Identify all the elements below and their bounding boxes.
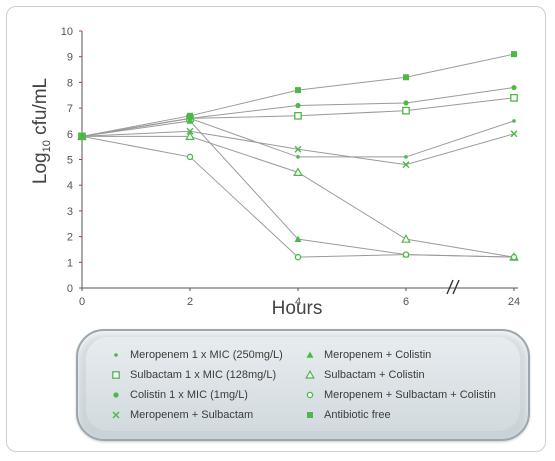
legend-item: Meropenem + Sulbactam — [108, 407, 302, 423]
y-tick-label: 2 — [67, 232, 73, 244]
data-point — [402, 106, 410, 115]
legend-item: Meropenem 1 x MIC (250mg/L) — [108, 347, 302, 363]
x-axis-title: Hours — [272, 298, 323, 319]
legend-marker-shape — [306, 351, 314, 358]
data-point — [294, 111, 302, 120]
legend-label: Sulbactam + Colistin — [324, 369, 425, 381]
data-point — [186, 153, 194, 161]
data-point — [293, 167, 303, 176]
y-axis-title-main: Log — [30, 152, 51, 184]
y-axis-title: Log10 cfu/mL — [30, 78, 53, 184]
data-point — [512, 119, 516, 123]
data-point — [510, 253, 518, 261]
data-point — [510, 130, 518, 138]
series-line — [81, 87, 515, 137]
data-point — [294, 235, 302, 242]
data-point — [402, 251, 410, 258]
legend-item: Meropenem + Sulbactam + Colistin — [302, 387, 496, 403]
data-point — [403, 74, 409, 81]
data-point — [294, 145, 302, 153]
legend-inner: Meropenem 1 x MIC (250mg/L) Meropenem + C… — [86, 337, 520, 431]
y-axis-title-subscript: 10 — [41, 140, 53, 152]
legend-label: Meropenem 1 x MIC (250mg/L) — [130, 349, 283, 361]
x-tick-label: 0 — [79, 296, 85, 308]
data-point — [187, 112, 193, 119]
data-point — [294, 253, 302, 261]
y-tick-label: 0 — [67, 283, 73, 295]
data-point — [186, 117, 194, 124]
y-tick-label: 8 — [67, 77, 73, 89]
legend-item: Antibiotic free — [302, 407, 492, 423]
data-point — [401, 234, 411, 243]
legend-marker-shape — [114, 353, 118, 357]
legend-marker-icon — [305, 369, 315, 379]
legend-item: Sulbactam + Colistin — [302, 367, 492, 383]
data-point — [511, 51, 517, 58]
legend-grid: Meropenem 1 x MIC (250mg/L) Meropenem + C… — [108, 347, 496, 423]
legend-label: Meropenem + Colistin — [324, 349, 432, 361]
y-tick-label: 3 — [67, 206, 73, 218]
series-line — [81, 53, 515, 137]
y-tick-label: 1 — [67, 257, 73, 269]
x-tick-label: 4 — [295, 296, 301, 308]
legend-marker-icon — [307, 412, 313, 418]
legend-marker-icon — [306, 391, 314, 399]
y-tick-label: 4 — [67, 180, 73, 192]
legend-marker-icon — [113, 392, 119, 398]
legend-label: Sulbactam 1 x MIC (128mg/L) — [130, 369, 277, 381]
data-point — [511, 84, 517, 91]
series-markers — [77, 51, 519, 261]
legend-item: Sulbactam 1 x MIC (128mg/L) — [108, 367, 302, 383]
legend-label: Meropenem + Sulbactam + Colistin — [324, 389, 496, 401]
data-point — [402, 161, 410, 169]
data-point — [296, 155, 300, 159]
legend-marker-shape — [112, 411, 120, 419]
y-tick-label: 7 — [67, 103, 73, 115]
data-point — [403, 100, 409, 106]
legend: Meropenem 1 x MIC (250mg/L) Meropenem + C… — [76, 329, 530, 441]
y-tick-label: 6 — [67, 129, 73, 141]
data-point — [404, 155, 408, 159]
data-point — [79, 133, 85, 140]
legend-label: Meropenem + Sulbactam — [130, 409, 254, 421]
data-point — [186, 127, 194, 135]
legend-marker-shape — [112, 371, 120, 379]
x-tick-label: 24 — [508, 296, 520, 308]
data-point — [295, 102, 301, 109]
y-tick-label: 5 — [67, 155, 73, 167]
legend-marker-icon — [112, 371, 120, 379]
legend-marker-icon — [112, 411, 120, 419]
y-tick-label: 10 — [61, 26, 73, 38]
legend-marker-shape — [305, 369, 315, 379]
data-point — [510, 93, 518, 102]
data-point — [295, 87, 301, 94]
legend-marker-icon — [306, 351, 314, 358]
x-tick-label: 6 — [403, 296, 409, 308]
data-point — [185, 131, 195, 140]
y-axis-title-rest: cfu/mL — [30, 78, 51, 140]
axis-break — [446, 279, 460, 295]
legend-item: Colistin 1 x MIC (1mg/L) — [108, 387, 302, 403]
legend-marker-shape — [307, 412, 313, 418]
x-tick-label: 2 — [187, 296, 193, 308]
legend-marker-icon — [114, 353, 118, 357]
legend-label: Colistin 1 x MIC (1mg/L) — [130, 389, 248, 401]
legend-marker-shape — [113, 392, 119, 398]
legend-label: Antibiotic free — [324, 409, 391, 421]
legend-marker-shape — [306, 391, 314, 399]
legend-item: Meropenem + Colistin — [302, 347, 492, 363]
y-tick-label: 9 — [67, 52, 73, 64]
